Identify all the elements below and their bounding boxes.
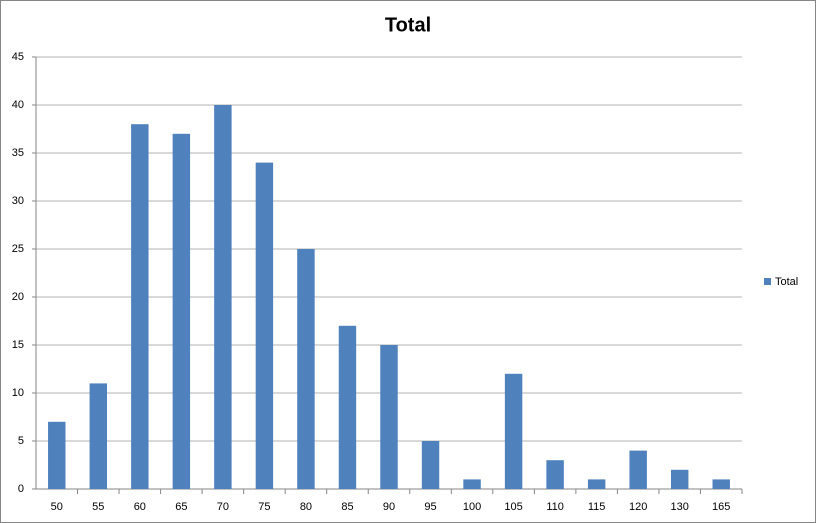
y-tick-label: 25: [12, 243, 24, 255]
bar: [89, 383, 108, 489]
x-tick-label: 115: [588, 501, 606, 513]
y-tick-label: 40: [12, 99, 24, 111]
bar: [172, 133, 191, 490]
x-tick-label: 60: [134, 501, 146, 513]
x-tick-label: 85: [341, 501, 353, 513]
bar: [48, 421, 66, 489]
y-tick-label: 15: [12, 339, 24, 351]
x-tick-label: 65: [175, 501, 187, 513]
bar: [670, 469, 689, 489]
x-tick-label: 75: [258, 501, 270, 513]
x-tick-label: 165: [712, 501, 730, 513]
x-tick-label: 90: [383, 501, 395, 513]
x-tick-label: 55: [92, 501, 104, 513]
legend-label: Total: [775, 276, 798, 288]
x-tick-label: 100: [463, 501, 481, 513]
bar: [380, 345, 398, 489]
bar: [504, 373, 523, 489]
x-tick-label: 130: [671, 501, 689, 513]
x-tick-label: 105: [504, 501, 522, 513]
x-tick-label: 120: [629, 501, 647, 513]
y-tick-label: 20: [12, 291, 24, 303]
bar: [587, 479, 606, 489]
y-tick-label: 10: [12, 387, 24, 399]
chart-title: Total: [385, 14, 431, 36]
bar: [214, 105, 232, 489]
bar: [546, 460, 564, 489]
y-tick-label: 45: [12, 51, 24, 63]
y-tick-label: 35: [12, 147, 24, 159]
bar: [338, 325, 357, 489]
bar: [297, 249, 315, 489]
y-tick-label: 5: [18, 435, 24, 447]
legend-swatch: [764, 278, 771, 285]
bar: [421, 441, 440, 489]
x-tick-label: 110: [546, 501, 564, 513]
y-tick-label: 0: [18, 483, 24, 495]
x-tick-label: 70: [217, 501, 229, 513]
bar: [629, 450, 647, 489]
x-tick-label: 95: [424, 501, 436, 513]
bar: [255, 162, 274, 489]
y-tick-label: 30: [12, 195, 24, 207]
bar: [712, 479, 730, 489]
x-tick-label: 50: [51, 501, 63, 513]
x-tick-label: 80: [300, 501, 312, 513]
bar: [463, 479, 481, 489]
bar: [131, 124, 149, 489]
